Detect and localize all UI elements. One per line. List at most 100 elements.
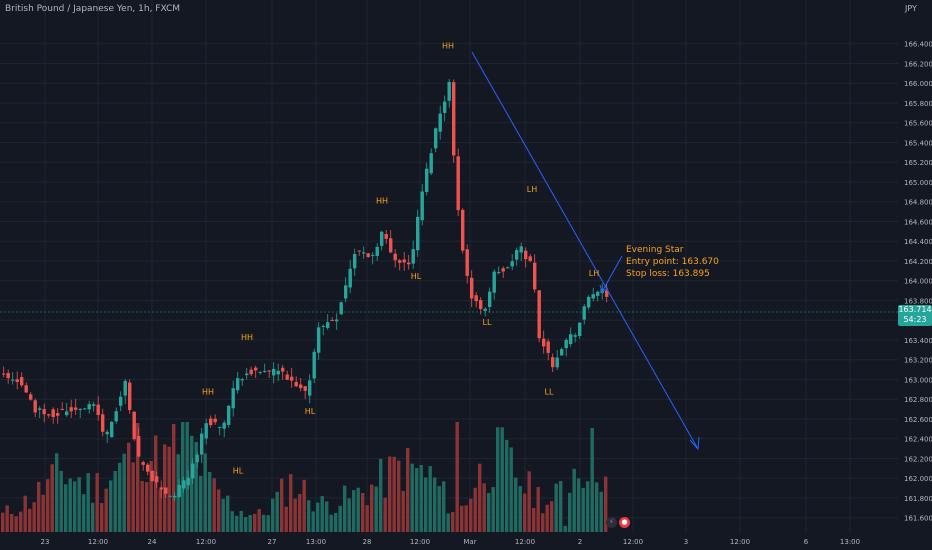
candle	[60, 402, 64, 411]
volume-bar	[293, 498, 297, 532]
candle	[42, 403, 46, 423]
volume-bar	[100, 503, 104, 532]
price-tick-label: 162.800	[904, 396, 932, 404]
volume-bar	[307, 500, 311, 532]
volume-bar	[604, 476, 608, 532]
volume-bar	[311, 511, 315, 532]
volume-bar	[208, 471, 212, 532]
candle	[344, 277, 348, 303]
volume-bar	[95, 473, 99, 532]
candle	[434, 127, 438, 153]
candle	[227, 404, 231, 428]
lightning-icon[interactable]: ⚡	[606, 517, 617, 528]
candle	[353, 248, 357, 276]
volume-bar	[361, 492, 365, 532]
candle	[555, 349, 559, 371]
volume-bar	[221, 498, 225, 532]
volume-bar	[514, 477, 518, 532]
candle	[159, 480, 163, 498]
candles	[2, 79, 609, 502]
volume-bar	[257, 509, 261, 532]
candle	[528, 253, 532, 263]
candle	[474, 292, 478, 308]
volume-bar	[527, 471, 531, 532]
candle	[290, 367, 294, 388]
time-tick-label: 12:00	[623, 538, 643, 546]
candle	[335, 313, 339, 330]
volume-bar	[302, 479, 306, 532]
candle	[15, 371, 19, 390]
volume-bar	[469, 498, 473, 532]
candle	[533, 254, 537, 293]
candle	[330, 317, 334, 321]
volume-bar	[289, 474, 293, 532]
volume-bar	[505, 439, 509, 532]
volume-bar	[428, 466, 432, 532]
candle	[110, 421, 114, 438]
time-tick-label: 12:00	[88, 538, 108, 546]
volume-bar	[50, 464, 54, 532]
volume-bar	[572, 468, 576, 532]
candle	[452, 79, 456, 163]
candle	[461, 208, 465, 254]
volume-bar	[568, 492, 572, 532]
candle	[96, 396, 100, 421]
time-tick-label: 12:00	[410, 538, 430, 546]
volume-bar	[586, 481, 590, 532]
volume-bar	[190, 435, 194, 532]
price-tick-label: 163.000	[904, 376, 932, 384]
price-tick-label: 161.600	[904, 515, 932, 523]
volume-bar	[599, 491, 603, 532]
volume-bar	[419, 465, 423, 532]
price-tick-label: 165.400	[904, 139, 932, 147]
candle	[348, 260, 352, 294]
volume-bar	[14, 516, 18, 532]
time-tick-label: Mar	[463, 538, 476, 546]
time-tick-label: 13:00	[306, 538, 326, 546]
candle	[569, 327, 573, 348]
candle	[105, 429, 109, 443]
candle	[339, 301, 343, 316]
volume-bar	[5, 505, 9, 532]
candle	[204, 418, 208, 445]
volume-bar	[1, 512, 5, 532]
candle	[429, 148, 433, 176]
price-tick-label: 163.800	[904, 297, 932, 305]
candle	[195, 452, 199, 469]
volume-bar	[595, 482, 599, 532]
candle	[317, 322, 321, 360]
volume-bar	[356, 487, 360, 532]
price-tick-label: 162.400	[904, 436, 932, 444]
volume-bar	[181, 422, 185, 532]
volume-bar	[239, 510, 243, 532]
price-tick-label: 164.800	[904, 199, 932, 207]
candle	[506, 266, 510, 269]
price-tick-label: 165.000	[904, 179, 932, 187]
price-tick-label: 163.400	[904, 337, 932, 345]
volume-bar	[374, 486, 378, 532]
candle	[114, 407, 118, 424]
volume-bar	[406, 448, 410, 532]
candle	[168, 495, 172, 497]
candle	[83, 407, 87, 410]
time-tick-label: 24	[148, 538, 157, 546]
chart-title: British Pound / Japanese Yen, 1h, FXCM	[5, 4, 181, 14]
candle	[128, 379, 132, 414]
price-tick-label: 165.200	[904, 159, 932, 167]
record-icon[interactable]: ●	[619, 517, 630, 528]
candle	[587, 295, 591, 311]
volume-bars	[1, 422, 608, 532]
volume-bar	[316, 502, 320, 532]
candle	[573, 332, 577, 343]
candle	[29, 392, 33, 401]
volume-bar	[518, 486, 522, 532]
volume-bar	[500, 427, 504, 532]
volume-bar	[104, 488, 108, 532]
time-tick-label: 6	[804, 538, 809, 546]
candle	[65, 402, 69, 417]
volume-bar	[158, 489, 162, 532]
volume-bar	[113, 470, 117, 532]
volume-bar	[271, 498, 275, 532]
volume-bar	[140, 480, 144, 532]
